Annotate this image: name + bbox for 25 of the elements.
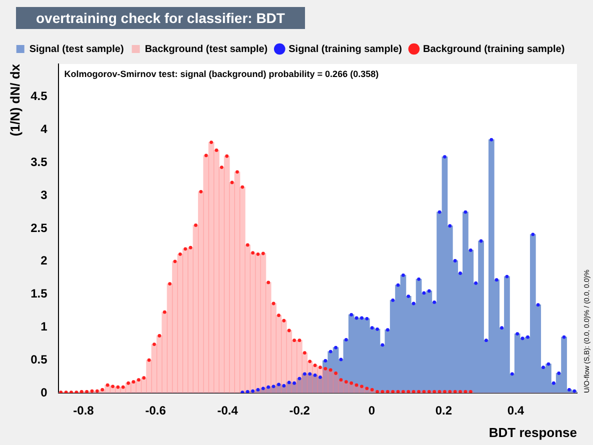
- x-tick-label: 0.2: [435, 404, 452, 418]
- y-axis-title: (1/N) dN/ dx: [7, 63, 22, 136]
- legend-label: Background (test sample): [144, 44, 268, 55]
- x-tick-label: -0.8: [73, 404, 94, 418]
- legend-label: Signal (test sample): [29, 44, 124, 55]
- chart-title: overtraining check for classifier: BDT: [16, 7, 305, 29]
- y-tick-label: 3.5: [30, 155, 48, 170]
- y-tick-label: 2: [40, 254, 48, 268]
- y-tick-label: 4: [40, 122, 48, 136]
- legend-label: Signal (training sample): [288, 44, 402, 55]
- x-tick-label: 0: [368, 404, 376, 418]
- y-tick-label: 3: [40, 188, 48, 202]
- x-tick-label: 0.4: [507, 404, 524, 418]
- x-tick-label: -0.6: [145, 404, 166, 418]
- y-tick-label: 1.5: [30, 286, 48, 301]
- y-tick-label: 4.5: [30, 89, 48, 104]
- y-tick-label: 2.5: [30, 220, 48, 235]
- annotation: Kolmogorov-Smirnov test: signal (background) probability = 0.266 (0.358): [64, 68, 379, 79]
- legend-label: Background (training sample): [422, 44, 565, 55]
- y-tick-label: 0.5: [30, 352, 48, 366]
- y-tick-label: 0: [40, 385, 48, 400]
- y-tick-label: 1: [40, 320, 48, 334]
- x-axis-title: BDT response: [488, 424, 577, 440]
- x-tick-label: -0.2: [289, 404, 310, 418]
- x-tick-label: -0.4: [217, 404, 238, 418]
